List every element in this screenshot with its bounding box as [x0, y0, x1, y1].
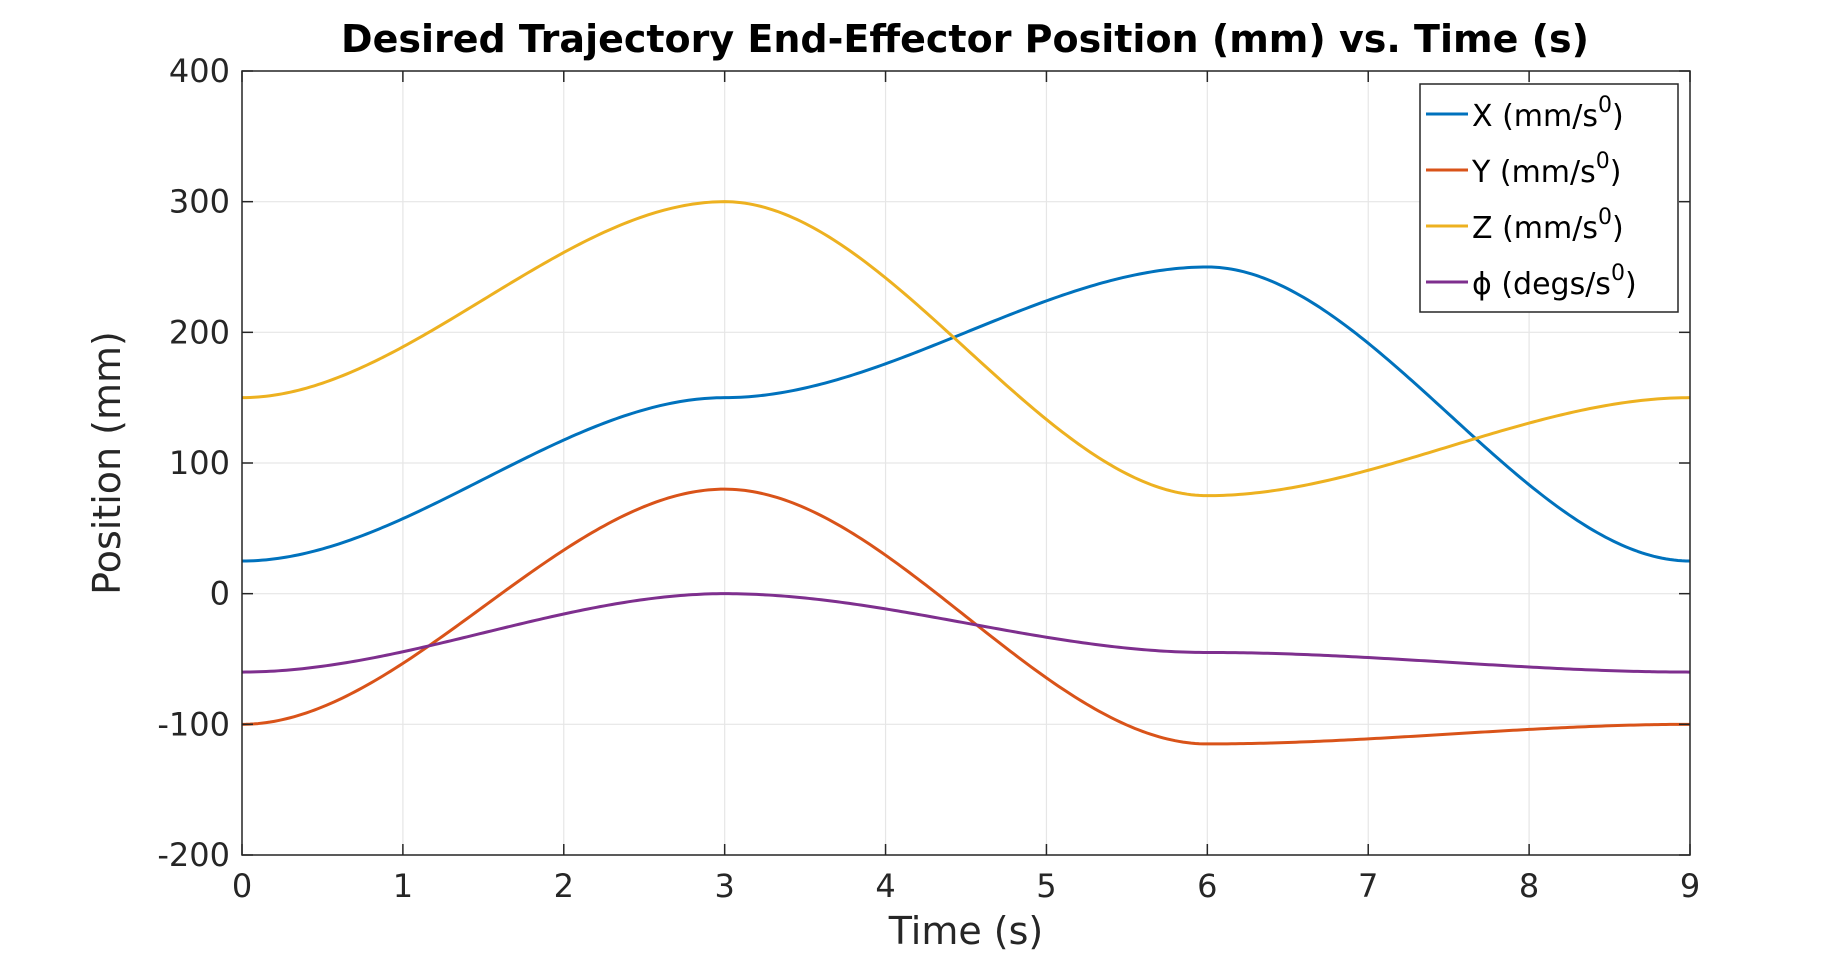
- ticks: 0 1 2 3 4 5 6 7 8 9 -200 -100 0 100 200 300 400: [157, 52, 1700, 905]
- y-tick-label: 300: [169, 183, 230, 221]
- x-tick-label: 4: [875, 867, 895, 905]
- legend: X (mm/s0) Y (mm/s0) Z (mm/s0) ϕ (degs/s0): [1419, 83, 1679, 313]
- series-line: [241, 265, 1691, 563]
- series-line: [241, 200, 1691, 498]
- series-line: [241, 592, 1691, 674]
- legend-label: X (mm/s0): [1472, 93, 1624, 134]
- legend-label: Y (mm/s0): [1471, 149, 1621, 190]
- x-tick-label: 1: [393, 867, 413, 905]
- x-tick-label: 7: [1358, 867, 1378, 905]
- y-tick-label: 200: [169, 313, 230, 351]
- y-tick-label: -200: [157, 836, 230, 874]
- x-tick-label: 9: [1680, 867, 1700, 905]
- chart-title: Desired Trajectory End-Effector Position…: [341, 17, 1589, 61]
- x-tick-label: 8: [1519, 867, 1539, 905]
- y-tick-label: 0: [210, 575, 230, 613]
- x-tick-label: 5: [1036, 867, 1056, 905]
- series-line: [241, 487, 1691, 746]
- y-tick-label: 400: [169, 52, 230, 90]
- y-tick-label: -100: [157, 705, 230, 743]
- x-axis-label: Time (s): [888, 909, 1044, 953]
- legend-label: Z (mm/s0): [1472, 205, 1624, 246]
- x-tick-label: 0: [232, 867, 252, 905]
- y-axis-label: Position (mm): [85, 331, 129, 595]
- series-lines: [241, 200, 1691, 746]
- x-tick-label: 2: [554, 867, 574, 905]
- y-tick-label: 100: [169, 444, 230, 482]
- legend-label: ϕ (degs/s0): [1472, 261, 1637, 302]
- x-tick-label: 3: [714, 867, 734, 905]
- legend-box: [1419, 83, 1679, 313]
- x-tick-label: 6: [1197, 867, 1217, 905]
